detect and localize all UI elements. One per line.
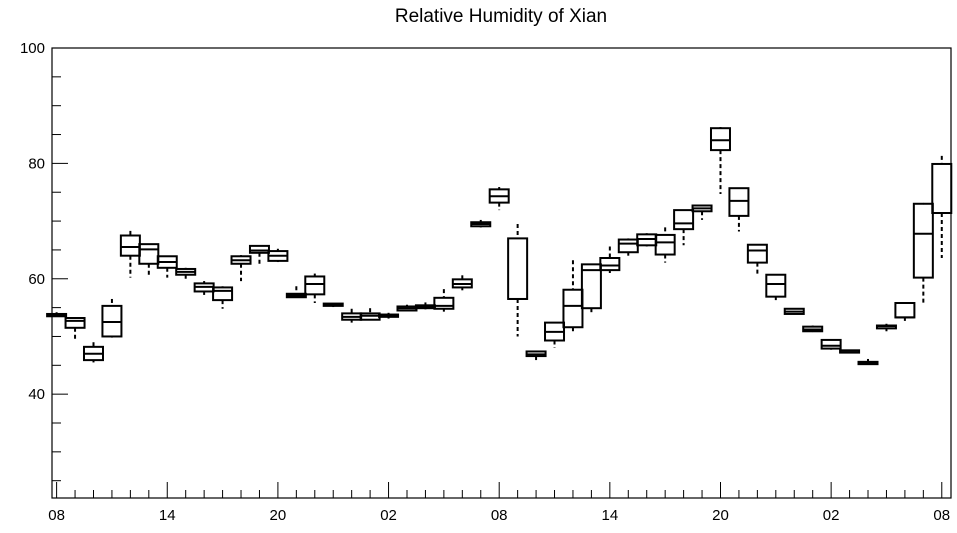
box-plot-item <box>156 255 178 278</box>
x-tick-label: 08 <box>933 507 950 524</box>
box-plot-item <box>931 155 953 258</box>
y-tick-label: 40 <box>28 386 45 403</box>
box-plot-item <box>580 263 602 313</box>
x-tick-label: 14 <box>159 507 176 524</box>
box-plot-item <box>138 243 160 275</box>
box-plot-item <box>857 358 879 366</box>
box-plot-item <box>746 243 768 276</box>
box-body <box>599 257 621 272</box>
box-plot-item <box>193 281 215 295</box>
box-body <box>931 162 953 214</box>
box-plot-item <box>322 302 344 308</box>
box-body <box>673 209 695 231</box>
box-plot-item <box>119 230 141 278</box>
box-plot-item <box>212 286 234 309</box>
box-plot-item <box>175 267 197 280</box>
box-body <box>562 288 584 329</box>
box-plot-item <box>82 342 104 363</box>
box-plot-item <box>691 204 713 220</box>
box-plot-item <box>378 312 400 319</box>
box-plot-item <box>46 312 68 318</box>
box-body <box>580 263 602 310</box>
box-body <box>617 238 639 254</box>
box-plot-item <box>820 338 842 350</box>
box-plot-item <box>673 209 695 246</box>
box-plot-item <box>230 255 252 282</box>
box-body <box>728 187 750 217</box>
box-body <box>507 237 529 300</box>
box-body <box>654 233 676 256</box>
box-plot-item <box>359 308 381 321</box>
box-plot-item <box>783 307 805 315</box>
x-tick-label: 08 <box>48 507 65 524</box>
axis-ticks <box>52 47 943 498</box>
box-plot-item <box>599 246 621 273</box>
box-plot-item <box>839 349 861 354</box>
box-body <box>433 296 455 310</box>
box-plot-item <box>285 286 307 299</box>
box-body <box>912 202 934 279</box>
box-plot-item <box>654 227 676 263</box>
box-plot-item <box>470 219 492 228</box>
box-body <box>119 234 141 257</box>
x-tick-label: 20 <box>712 507 729 524</box>
box-plot-item <box>875 323 897 332</box>
box-body <box>894 302 916 319</box>
box-plot-item <box>101 298 123 338</box>
box-series <box>46 127 953 366</box>
x-tick-label: 20 <box>270 507 287 524</box>
box-plot-item <box>488 187 510 211</box>
x-tick-label: 14 <box>601 507 618 524</box>
box-plot-item <box>636 233 658 247</box>
y-tick-label: 60 <box>28 271 45 288</box>
box-plot-item <box>709 127 731 194</box>
box-plot-item <box>267 248 289 263</box>
box-plot-item <box>765 273 787 301</box>
chart-title: Relative Humidity of Xian <box>395 6 607 27</box>
box-plot-item <box>562 260 584 334</box>
tick-labels: 40 60 80 100 08 14 20 02 08 14 20 02 08 <box>20 40 950 524</box>
box-plot-item <box>248 244 270 265</box>
box-plot-item <box>912 202 934 303</box>
box-body <box>304 275 326 296</box>
x-tick-label: 02 <box>380 507 397 524</box>
plot-frame <box>51 47 952 499</box>
box-body <box>138 243 160 265</box>
box-body <box>248 244 270 254</box>
box-body <box>212 286 234 302</box>
box-plot-item <box>64 317 86 339</box>
box-body <box>709 127 731 152</box>
box-body <box>64 317 86 329</box>
box-plot-item <box>304 273 326 303</box>
y-tick-label: 100 <box>20 40 45 57</box>
box-plot-item <box>414 302 436 310</box>
box-body <box>746 243 768 264</box>
box-plot-item <box>341 308 363 323</box>
box-body <box>820 338 842 350</box>
box-plot-item <box>433 289 455 312</box>
box-plot-item <box>617 238 639 256</box>
box-plot-item <box>728 187 750 232</box>
x-tick-label: 08 <box>491 507 508 524</box>
box-plot-item <box>451 275 473 291</box>
box-plot-item <box>396 304 418 312</box>
box-body <box>765 273 787 298</box>
box-plot-item <box>894 302 916 321</box>
box-plot-item <box>507 223 529 337</box>
y-tick-label: 80 <box>28 155 45 172</box>
box-plot-item <box>525 350 547 363</box>
box-plot-item <box>544 321 566 348</box>
box-plot-item <box>802 325 824 333</box>
x-tick-label: 02 <box>823 507 840 524</box>
